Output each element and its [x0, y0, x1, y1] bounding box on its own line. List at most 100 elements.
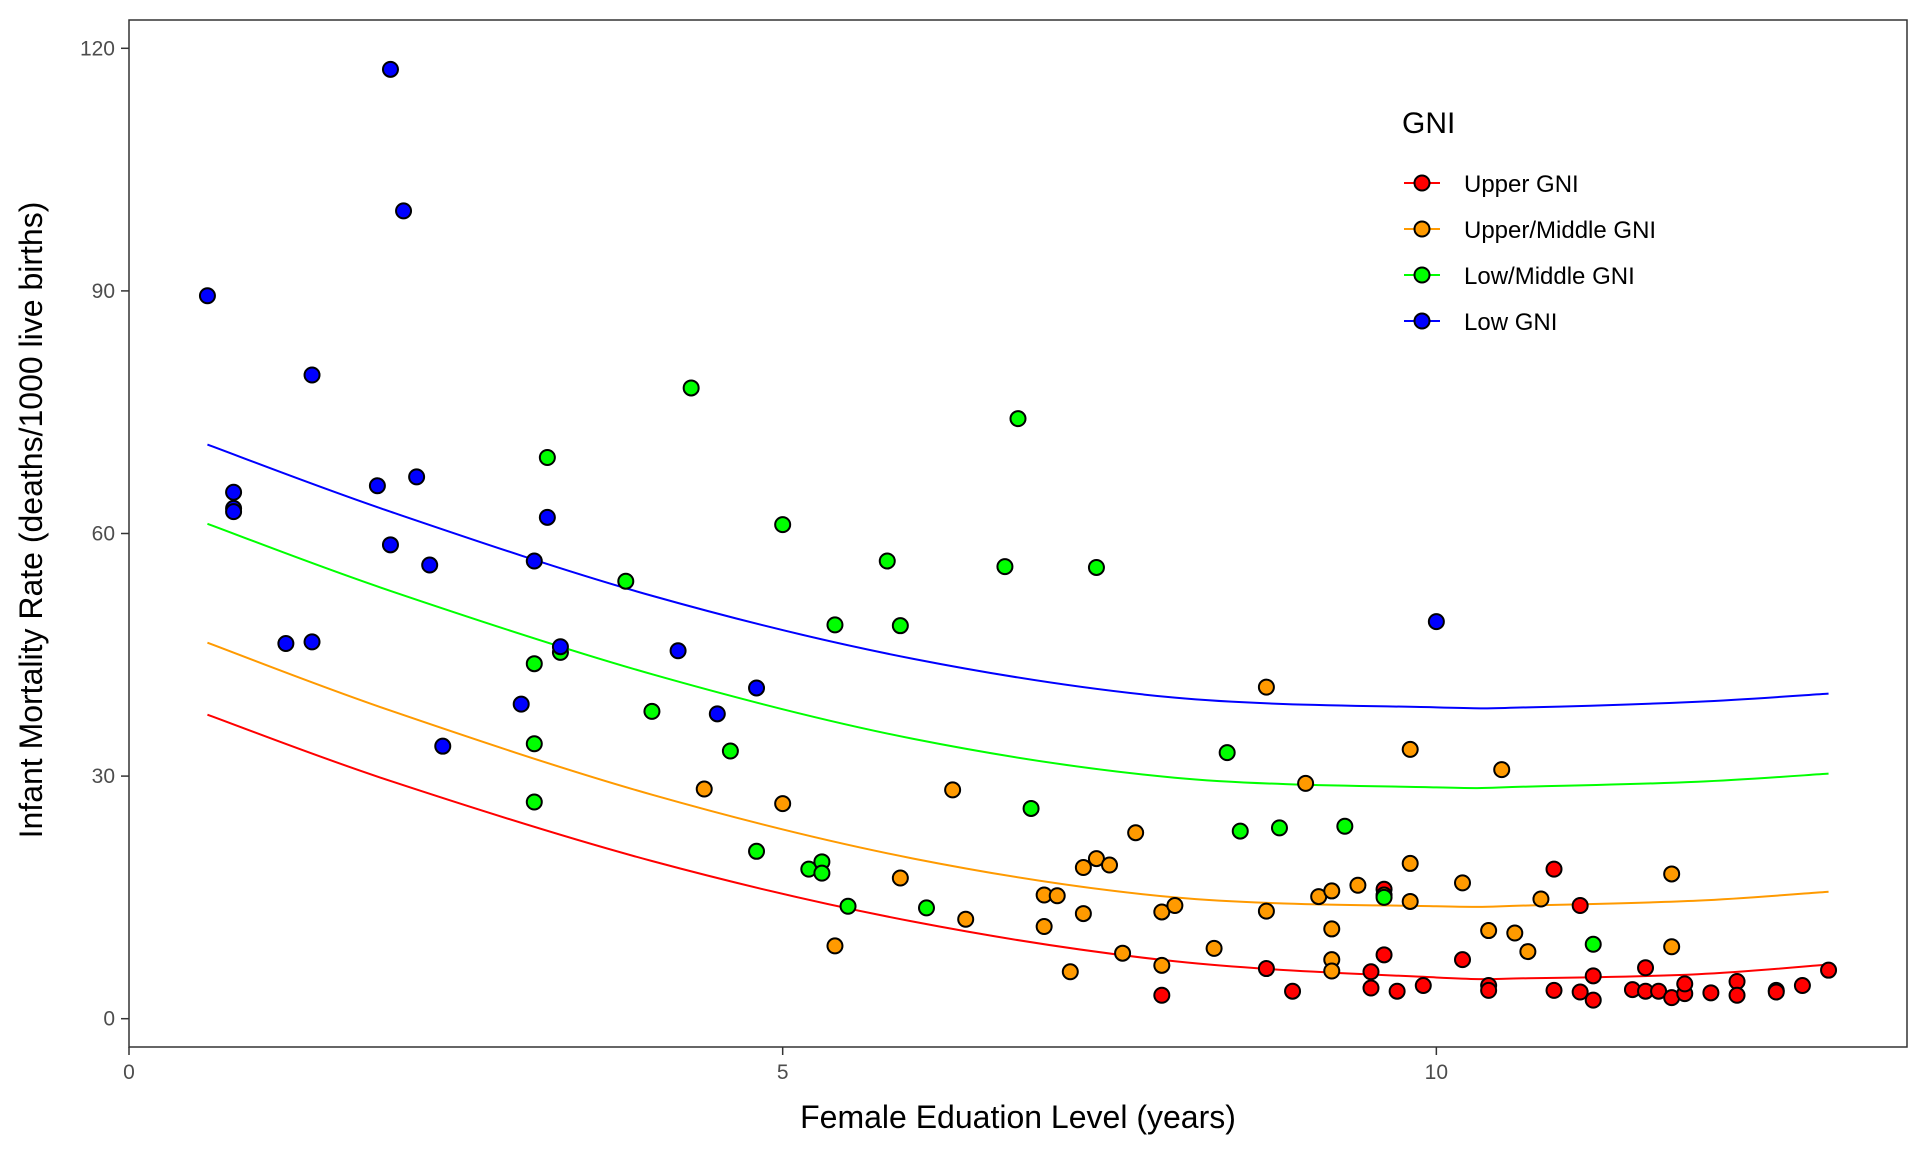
point-low-gni: [198, 287, 216, 305]
point-upper-middle-gni: [1401, 740, 1419, 758]
point-low-gni: [421, 556, 439, 574]
point-upper-middle-gni: [1454, 874, 1471, 892]
point-low-middle-gni: [525, 655, 543, 673]
point-low-middle-gni: [813, 864, 831, 882]
point-low-gni: [368, 477, 386, 495]
point-upper-gni: [1728, 986, 1746, 1004]
x-tick-label: 0: [123, 1061, 135, 1084]
point-low-middle-gni: [826, 616, 844, 634]
point-upper-middle-gni: [1048, 887, 1066, 905]
point-upper-gni: [1584, 991, 1602, 1009]
point-low-middle-gni: [721, 742, 739, 760]
point-low-gni: [748, 679, 766, 697]
point-upper-gni: [1454, 951, 1471, 969]
point-low-gni: [395, 202, 413, 220]
point-low-middle-gni: [682, 379, 700, 397]
axes: 0 5 10 0 30 60 90 120: [80, 37, 1448, 1084]
point-low-gni: [538, 508, 556, 526]
point-upper-gni: [1571, 983, 1589, 1001]
point-low-gni: [225, 503, 243, 521]
point-upper-middle-gni: [1257, 678, 1275, 696]
point-low-middle-gni: [996, 558, 1014, 576]
point-low-gni: [525, 552, 543, 570]
point-upper-gni: [1545, 981, 1563, 999]
y-tick-label: 120: [80, 37, 115, 60]
point-low-middle-gni: [525, 735, 543, 753]
point-low-gni: [512, 695, 530, 713]
point-upper-middle-gni: [1349, 876, 1367, 894]
point-upper-middle-gni: [1074, 858, 1092, 876]
point-upper-middle-gni: [1101, 856, 1119, 874]
point-upper-gni: [1676, 975, 1694, 993]
y-axis-title: Infant Mortality Rate (deaths/1000 live …: [13, 202, 49, 839]
point-upper-gni: [1584, 967, 1602, 985]
point-upper-middle-gni: [1127, 824, 1145, 842]
point-upper-middle-gni: [1401, 854, 1419, 872]
point-low-middle-gni: [525, 793, 543, 811]
legend-label-upper-gni: Upper GNI: [1464, 171, 1579, 198]
fit-curve-low-gni: [207, 443, 1829, 710]
point-low-middle-gni: [891, 617, 909, 635]
legend: GNI Upper GNI Upper/Middle GNI Low/Middle …: [1402, 107, 1656, 336]
point-low-middle-gni: [839, 897, 857, 915]
x-tick-label: 10: [1425, 1061, 1448, 1084]
point-upper-gni: [1388, 982, 1406, 1000]
data-points: [198, 60, 1838, 1009]
point-upper-middle-gni: [1061, 963, 1079, 981]
point-upper-gni: [1375, 946, 1393, 964]
point-low-gni: [381, 60, 399, 78]
point-upper-middle-gni: [1401, 892, 1419, 910]
y-tick-label: 0: [103, 1008, 115, 1031]
point-upper-gni: [1545, 860, 1563, 878]
legend-key-point: [1413, 174, 1431, 192]
point-low-middle-gni: [878, 552, 896, 570]
point-low-middle-gni: [1087, 558, 1105, 576]
point-upper-middle-gni: [1074, 905, 1092, 923]
point-upper-middle-gni: [1087, 850, 1105, 868]
point-upper-middle-gni: [891, 869, 909, 887]
legend-title: GNI: [1402, 107, 1455, 140]
y-tick-label: 30: [92, 765, 115, 788]
point-upper-gni: [1480, 981, 1498, 999]
point-low-gni: [303, 633, 321, 651]
y-tick-label: 90: [92, 280, 115, 303]
point-low-middle-gni: [1022, 799, 1040, 817]
point-upper-gni: [1650, 982, 1668, 1000]
point-upper-middle-gni: [1480, 922, 1498, 940]
point-low-middle-gni: [1336, 817, 1354, 835]
point-upper-middle-gni: [1166, 896, 1184, 914]
point-upper-middle-gni: [774, 795, 792, 813]
point-low-middle-gni: [774, 516, 792, 534]
point-upper-middle-gni: [1493, 761, 1511, 779]
point-upper-middle-gni: [1519, 943, 1537, 961]
point-low-middle-gni: [643, 702, 661, 720]
point-upper-middle-gni: [1323, 962, 1341, 980]
fit-curve-upper-gni: [207, 713, 1829, 981]
point-upper-middle-gni: [1205, 939, 1223, 957]
fit-curves: [207, 443, 1829, 981]
point-low-middle-gni: [617, 572, 635, 590]
point-upper-gni: [1637, 959, 1655, 977]
point-upper-middle-gni: [1257, 902, 1275, 920]
point-low-gni: [408, 468, 426, 486]
point-upper-middle-gni: [944, 781, 962, 799]
point-upper-gni: [1362, 963, 1380, 981]
point-upper-middle-gni: [1153, 903, 1171, 921]
point-upper-middle-gni: [1323, 920, 1341, 938]
point-upper-gni: [1284, 982, 1302, 1000]
point-upper-middle-gni: [1663, 865, 1681, 883]
point-upper-gni: [1362, 979, 1380, 997]
point-low-middle-gni: [917, 899, 935, 917]
legend-key-point: [1413, 266, 1431, 284]
fit-curve-upper-middle-gni: [207, 641, 1829, 908]
point-low-middle-gni: [1009, 410, 1027, 428]
point-upper-gni: [1414, 977, 1432, 995]
point-upper-middle-gni: [1663, 938, 1681, 956]
point-upper-gni: [1702, 984, 1720, 1002]
fit-curve-low-middle-gni: [207, 522, 1829, 790]
point-upper-middle-gni: [1323, 882, 1341, 900]
point-low-middle-gni: [1584, 935, 1602, 953]
point-upper-middle-gni: [1035, 918, 1053, 936]
